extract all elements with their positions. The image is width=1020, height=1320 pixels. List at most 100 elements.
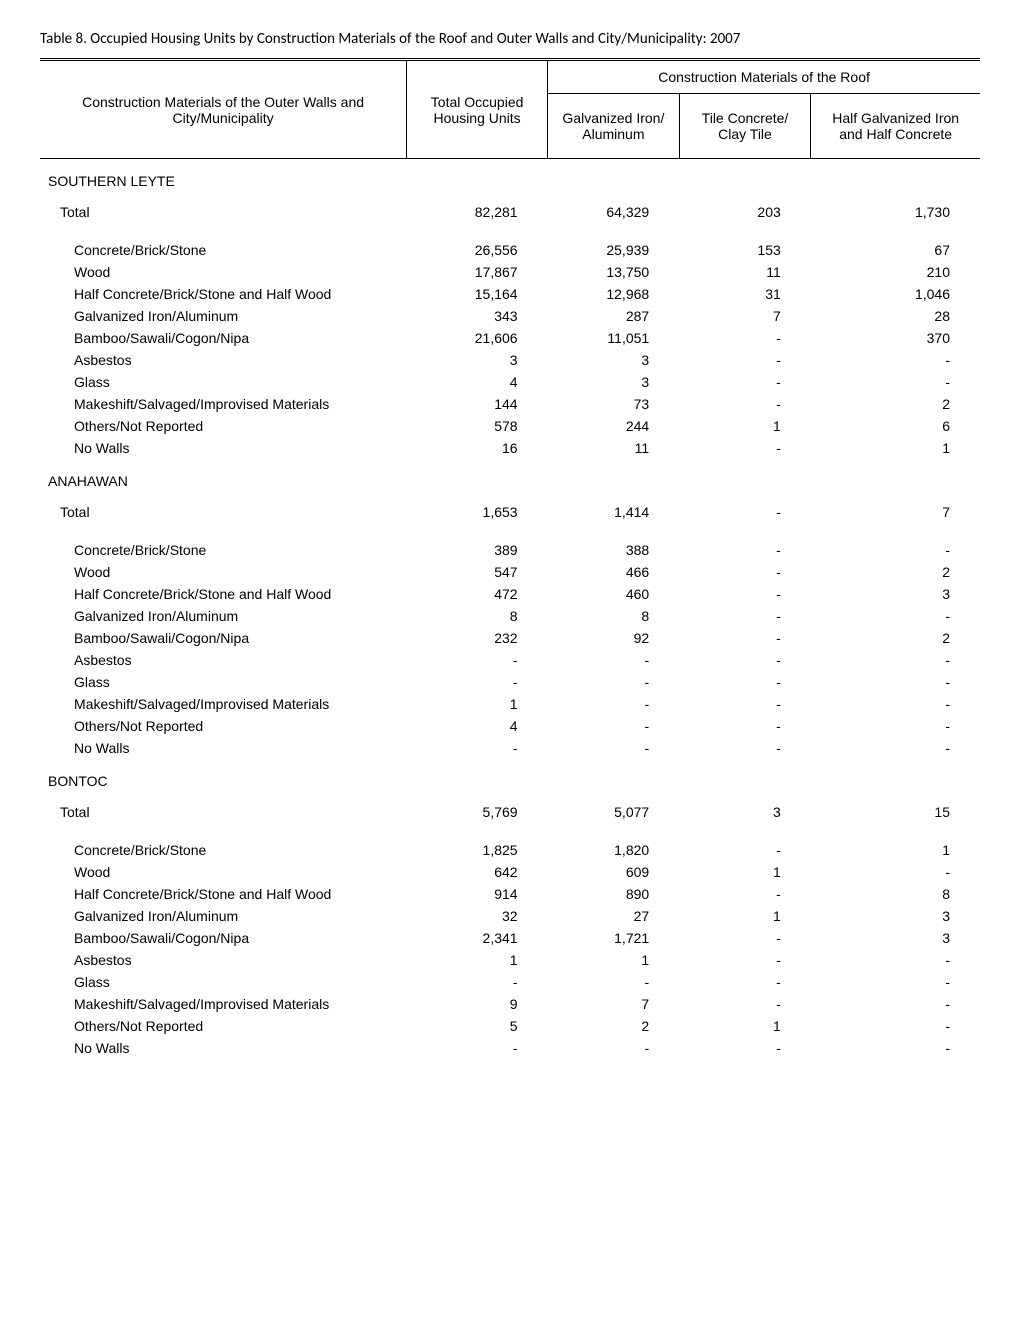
row-label: Galvanized Iron/Aluminum bbox=[40, 305, 407, 327]
cell-value: - bbox=[679, 649, 811, 671]
cell-value: 144 bbox=[407, 393, 548, 415]
cell-value: - bbox=[811, 671, 980, 693]
cell-value: 609 bbox=[548, 861, 680, 883]
row-label: Wood bbox=[40, 861, 407, 883]
cell-value: - bbox=[679, 883, 811, 905]
cell-value: - bbox=[679, 737, 811, 759]
cell-value: 3 bbox=[811, 905, 980, 927]
cell-value: 642 bbox=[407, 861, 548, 883]
cell-value: - bbox=[811, 539, 980, 561]
cell-value: - bbox=[679, 501, 811, 523]
cell-value: - bbox=[679, 583, 811, 605]
col-header-roof-group: Construction Materials of the Roof bbox=[548, 60, 980, 94]
cell-value: - bbox=[679, 605, 811, 627]
cell-value: - bbox=[811, 971, 980, 993]
cell-value: - bbox=[679, 393, 811, 415]
cell-value: 1,653 bbox=[407, 501, 548, 523]
table-row: Asbestos---- bbox=[40, 649, 980, 671]
cell-value: 7 bbox=[679, 305, 811, 327]
cell-value: - bbox=[679, 671, 811, 693]
cell-value: - bbox=[679, 927, 811, 949]
cell-value: 5 bbox=[407, 1015, 548, 1037]
col-header-total: Total Occupied Housing Units bbox=[407, 60, 548, 159]
cell-value: - bbox=[548, 693, 680, 715]
table-row: Others/Not Reported57824416 bbox=[40, 415, 980, 437]
cell-value: 1,046 bbox=[811, 283, 980, 305]
table-row: No Walls1611-1 bbox=[40, 437, 980, 459]
cell-value: 5,769 bbox=[407, 801, 548, 823]
row-label: Glass bbox=[40, 971, 407, 993]
cell-value: 3 bbox=[811, 927, 980, 949]
cell-value: 7 bbox=[811, 501, 980, 523]
cell-value: - bbox=[679, 327, 811, 349]
row-label: Asbestos bbox=[40, 649, 407, 671]
cell-value: - bbox=[679, 627, 811, 649]
cell-value: 547 bbox=[407, 561, 548, 583]
cell-value: 12,968 bbox=[548, 283, 680, 305]
cell-value: 6 bbox=[811, 415, 980, 437]
cell-value: 1 bbox=[679, 905, 811, 927]
housing-table: Construction Materials of the Outer Wall… bbox=[40, 58, 980, 1059]
row-label: Others/Not Reported bbox=[40, 715, 407, 737]
cell-value: 1 bbox=[679, 861, 811, 883]
table-row: Wood17,86713,75011210 bbox=[40, 261, 980, 283]
row-label: Half Concrete/Brick/Stone and Half Wood bbox=[40, 283, 407, 305]
cell-value: - bbox=[811, 715, 980, 737]
cell-value: 92 bbox=[548, 627, 680, 649]
cell-value: 1 bbox=[811, 437, 980, 459]
cell-value: 914 bbox=[407, 883, 548, 905]
cell-value: - bbox=[548, 671, 680, 693]
row-label: No Walls bbox=[40, 737, 407, 759]
row-label: No Walls bbox=[40, 1037, 407, 1059]
table-row: Wood547466-2 bbox=[40, 561, 980, 583]
cell-value: 460 bbox=[548, 583, 680, 605]
table-row: Total5,7695,077315 bbox=[40, 801, 980, 823]
cell-value: 8 bbox=[407, 605, 548, 627]
cell-value: 15,164 bbox=[407, 283, 548, 305]
cell-value: - bbox=[548, 971, 680, 993]
cell-value: 5,077 bbox=[548, 801, 680, 823]
cell-value: 32 bbox=[407, 905, 548, 927]
cell-value: 3 bbox=[811, 583, 980, 605]
cell-value: - bbox=[679, 437, 811, 459]
table-row: Makeshift/Salvaged/Improvised Materials1… bbox=[40, 393, 980, 415]
cell-value: 11 bbox=[679, 261, 811, 283]
row-label: Total bbox=[40, 801, 407, 823]
table-row: Glass---- bbox=[40, 671, 980, 693]
table-row: Glass---- bbox=[40, 971, 980, 993]
row-label: Bamboo/Sawali/Cogon/Nipa bbox=[40, 927, 407, 949]
cell-value: 15 bbox=[811, 801, 980, 823]
col-header-tile: Tile Concrete/ Clay Tile bbox=[679, 94, 811, 159]
cell-value: - bbox=[679, 561, 811, 583]
cell-value: - bbox=[811, 349, 980, 371]
cell-value: 890 bbox=[548, 883, 680, 905]
cell-value: 203 bbox=[679, 201, 811, 223]
table-row: Concrete/Brick/Stone26,55625,93915367 bbox=[40, 239, 980, 261]
table-row: Makeshift/Salvaged/Improvised Materials1… bbox=[40, 693, 980, 715]
cell-value: 64,329 bbox=[548, 201, 680, 223]
cell-value: 370 bbox=[811, 327, 980, 349]
cell-value: - bbox=[679, 993, 811, 1015]
cell-value: 9 bbox=[407, 993, 548, 1015]
col-header-outer-walls: Construction Materials of the Outer Wall… bbox=[40, 60, 407, 159]
cell-value: 1,825 bbox=[407, 839, 548, 861]
row-label: No Walls bbox=[40, 437, 407, 459]
table-row: Galvanized Iron/Aluminum343287728 bbox=[40, 305, 980, 327]
cell-value: 388 bbox=[548, 539, 680, 561]
row-label: Asbestos bbox=[40, 349, 407, 371]
section-header: BONTOC bbox=[40, 759, 980, 801]
row-label: Makeshift/Salvaged/Improvised Materials bbox=[40, 693, 407, 715]
col-header-half-galv: Half Galvanized Iron and Half Concrete bbox=[811, 94, 980, 159]
row-label: Glass bbox=[40, 671, 407, 693]
cell-value: 28 bbox=[811, 305, 980, 327]
table-row: Half Concrete/Brick/Stone and Half Wood9… bbox=[40, 883, 980, 905]
cell-value: 21,606 bbox=[407, 327, 548, 349]
row-label: Total bbox=[40, 501, 407, 523]
cell-value: 17,867 bbox=[407, 261, 548, 283]
table-row: No Walls---- bbox=[40, 1037, 980, 1059]
cell-value: - bbox=[548, 1037, 680, 1059]
table-row: Asbestos11-- bbox=[40, 949, 980, 971]
table-row: Asbestos33-- bbox=[40, 349, 980, 371]
cell-value: 2 bbox=[811, 627, 980, 649]
row-label: Concrete/Brick/Stone bbox=[40, 839, 407, 861]
